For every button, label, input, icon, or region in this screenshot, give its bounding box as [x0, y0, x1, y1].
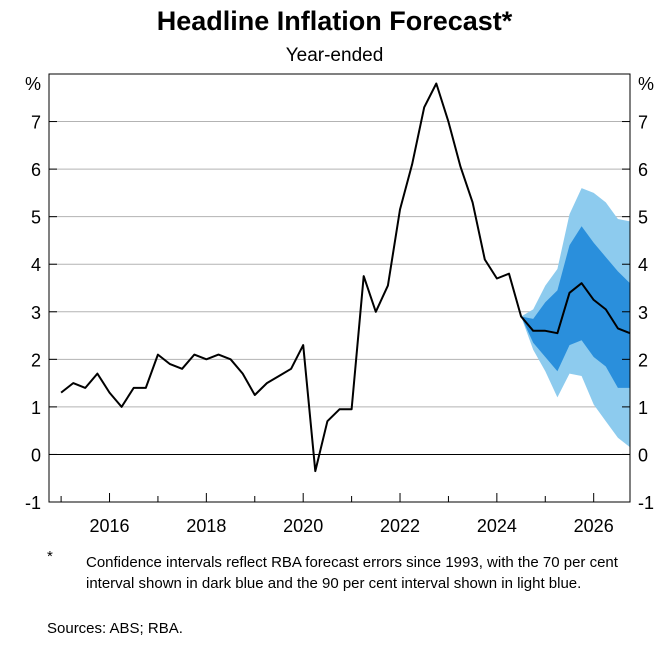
y-tick-label-left-2: 2: [31, 350, 41, 370]
series-line-0: [60, 82, 631, 473]
x-tick-label-2020: 2020: [283, 516, 323, 536]
interval-70-band: [521, 226, 630, 388]
footnote-text: Confidence intervals reflect RBA forecas…: [86, 554, 618, 592]
chart-title: Headline Inflation Forecast*: [156, 6, 513, 36]
axis-labels: -1 -1 0 0 1 1 2 2 3 3 4 4 5 5 6 6 7 7% % 2016 2018 2020 2022 20…: [25, 74, 654, 536]
plot-frame: [48, 73, 631, 503]
confidence-intervals: [521, 188, 630, 448]
y-tick-label-left--1: -1: [25, 493, 41, 513]
unit-label-right: %: [638, 74, 654, 94]
y-tick-label-left-0: 0: [31, 445, 41, 465]
y-tick-label-right-4: 4: [638, 255, 648, 275]
footnote-marker: *: [47, 548, 53, 565]
x-tick-label-2022: 2022: [380, 516, 420, 536]
y-tick-label-right--1: -1: [638, 493, 654, 513]
y-tick-label-right-7: 7: [638, 113, 648, 133]
axis-ticks: [49, 121, 630, 503]
y-tick-label-left-6: 6: [31, 160, 41, 180]
y-tick-label-left-3: 3: [31, 303, 41, 323]
y-tick-label-right-0: 0: [638, 445, 648, 465]
x-tick-label-2018: 2018: [186, 516, 226, 536]
y-tick-label-right-3: 3: [638, 303, 648, 323]
y-tick-label-right-5: 5: [638, 208, 648, 228]
x-tick-label-2016: 2016: [89, 516, 129, 536]
y-tick-label-right-6: 6: [638, 160, 648, 180]
chart-subtitle: Year-ended: [285, 45, 384, 66]
x-tick-label-2024: 2024: [477, 516, 517, 536]
x-tick-label-2026: 2026: [574, 516, 614, 536]
unit-label-left: %: [25, 74, 41, 94]
inflation-chart: -1 -1 0 0 1 1 2 2 3 3 4 4 5 5 6 6 7 7% % 2016 2018 2020 2022 20…: [25, 73, 654, 536]
y-tick-label-left-4: 4: [31, 255, 41, 275]
series-lines: [60, 82, 631, 473]
y-tick-label-left-1: 1: [31, 398, 41, 418]
y-tick-label-right-2: 2: [638, 350, 648, 370]
y-tick-label-left-7: 7: [31, 113, 41, 133]
y-tick-label-right-1: 1: [638, 398, 648, 418]
sources-note: Sources: ABS; RBA.: [47, 620, 183, 637]
y-tick-label-left-5: 5: [31, 208, 41, 228]
